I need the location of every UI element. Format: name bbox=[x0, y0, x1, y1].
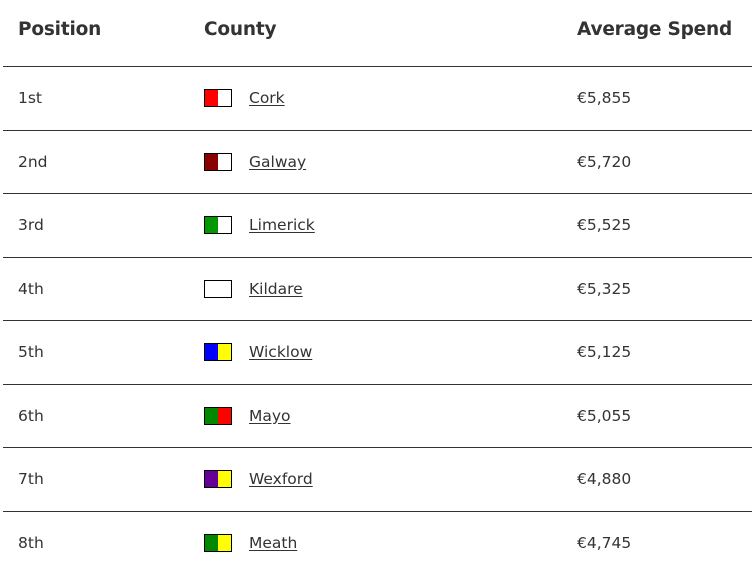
flag-left-color bbox=[205, 281, 218, 297]
table-row: 7th Wexford €4,880 bbox=[3, 448, 752, 512]
county-spend-table: Position County Average Spend 1st Cork €… bbox=[3, 0, 752, 575]
flag-right-color bbox=[218, 344, 231, 360]
flag-right-color bbox=[218, 281, 231, 297]
county-cell: Meath bbox=[204, 534, 297, 552]
county-cell: Galway bbox=[204, 153, 306, 171]
county-link-limerick[interactable]: Limerick bbox=[249, 216, 315, 234]
county-flag-icon bbox=[204, 153, 232, 171]
flag-right-color bbox=[218, 90, 231, 106]
flag-right-color bbox=[218, 471, 231, 487]
spend-cell: €5,720 bbox=[577, 153, 631, 171]
spend-cell: €4,745 bbox=[577, 534, 631, 552]
table-row: 1st Cork €5,855 bbox=[3, 67, 752, 131]
county-link-kildare[interactable]: Kildare bbox=[249, 280, 303, 298]
header-average-spend: Average Spend bbox=[577, 19, 732, 40]
county-cell: Limerick bbox=[204, 216, 315, 234]
flag-left-color bbox=[205, 344, 218, 360]
flag-left-color bbox=[205, 535, 218, 551]
county-link-cork[interactable]: Cork bbox=[249, 89, 285, 107]
spend-cell: €5,525 bbox=[577, 216, 631, 234]
county-link-galway[interactable]: Galway bbox=[249, 153, 306, 171]
table-header: Position County Average Spend bbox=[3, 0, 752, 67]
county-link-mayo[interactable]: Mayo bbox=[249, 407, 291, 425]
county-cell: Cork bbox=[204, 89, 285, 107]
flag-right-color bbox=[218, 217, 231, 233]
county-link-wicklow[interactable]: Wicklow bbox=[249, 343, 312, 361]
county-flag-icon bbox=[204, 407, 232, 425]
county-flag-icon bbox=[204, 280, 232, 298]
position-cell: 7th bbox=[18, 470, 44, 488]
table-body: 1st Cork €5,855 2nd Galway €5,720 3rd bbox=[3, 67, 752, 575]
header-position: Position bbox=[18, 19, 101, 40]
county-cell: Mayo bbox=[204, 407, 291, 425]
table-row: 4th Kildare €5,325 bbox=[3, 258, 752, 322]
flag-right-color bbox=[218, 535, 231, 551]
county-link-meath[interactable]: Meath bbox=[249, 534, 297, 552]
table-row: 3rd Limerick €5,525 bbox=[3, 194, 752, 258]
county-flag-icon bbox=[204, 470, 232, 488]
flag-right-color bbox=[218, 154, 231, 170]
spend-cell: €4,880 bbox=[577, 470, 631, 488]
county-link-wexford[interactable]: Wexford bbox=[249, 470, 313, 488]
county-flag-icon bbox=[204, 534, 232, 552]
flag-left-color bbox=[205, 154, 218, 170]
flag-right-color bbox=[218, 408, 231, 424]
table-row: 2nd Galway €5,720 bbox=[3, 131, 752, 195]
county-cell: Wexford bbox=[204, 470, 313, 488]
flag-left-color bbox=[205, 217, 218, 233]
county-flag-icon bbox=[204, 216, 232, 234]
county-flag-icon bbox=[204, 89, 232, 107]
county-flag-icon bbox=[204, 343, 232, 361]
table-row: 6th Mayo €5,055 bbox=[3, 385, 752, 449]
flag-left-color bbox=[205, 90, 218, 106]
county-cell: Wicklow bbox=[204, 343, 312, 361]
position-cell: 1st bbox=[18, 89, 42, 107]
spend-cell: €5,055 bbox=[577, 407, 631, 425]
position-cell: 4th bbox=[18, 280, 44, 298]
flag-left-color bbox=[205, 471, 218, 487]
table-row: 5th Wicklow €5,125 bbox=[3, 321, 752, 385]
position-cell: 3rd bbox=[18, 216, 44, 234]
spend-cell: €5,855 bbox=[577, 89, 631, 107]
spend-cell: €5,325 bbox=[577, 280, 631, 298]
header-county: County bbox=[204, 19, 276, 40]
position-cell: 5th bbox=[18, 343, 44, 361]
county-cell: Kildare bbox=[204, 280, 303, 298]
position-cell: 6th bbox=[18, 407, 44, 425]
table-row: 8th Meath €4,745 bbox=[3, 512, 752, 575]
spend-cell: €5,125 bbox=[577, 343, 631, 361]
position-cell: 2nd bbox=[18, 153, 48, 171]
flag-left-color bbox=[205, 408, 218, 424]
position-cell: 8th bbox=[18, 534, 44, 552]
